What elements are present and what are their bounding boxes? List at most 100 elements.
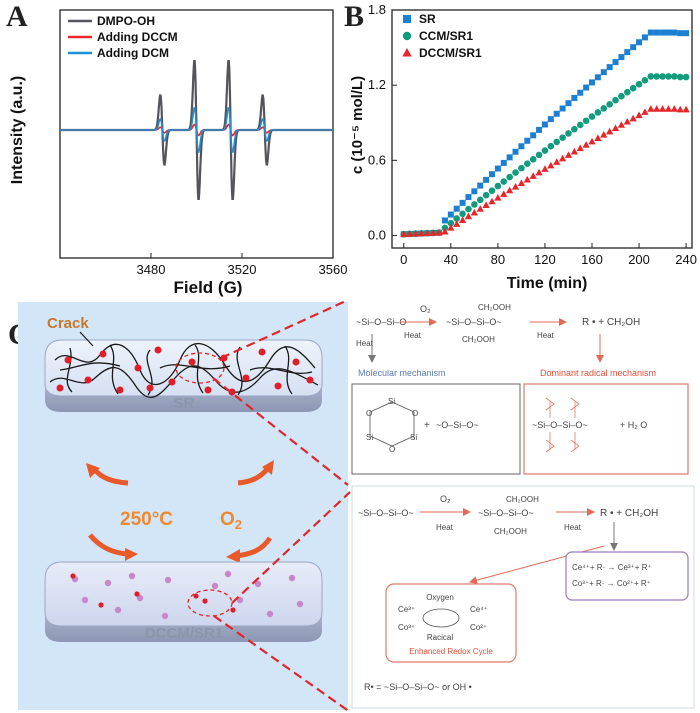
chart-b-xtick-label: 200 xyxy=(628,252,650,267)
chart-b-point-0 xyxy=(618,54,625,61)
eq1: Ce⁴⁺+ R· → Ce³⁺+ R⁺ xyxy=(572,563,652,572)
chart-b-point-2 xyxy=(406,230,414,237)
chart-b-point-1 xyxy=(606,100,613,108)
chart-b-point-0 xyxy=(524,137,531,144)
bottom-mechanism: ~Si–O–Si–O~ O₂ Heat ~Si–O–Si–O~ CH₂OOH C… xyxy=(351,485,695,709)
top-heat2: Heat xyxy=(537,331,555,340)
dccm-label: DCCM/SR1 xyxy=(145,625,223,642)
chart-b-point-1 xyxy=(600,105,608,112)
molecular-plus: + xyxy=(424,420,430,431)
top-radical: R • + CH₂OH xyxy=(582,317,640,328)
chart-a-series-2 xyxy=(60,106,333,154)
chart-b-point-0 xyxy=(500,159,507,166)
chart-b-point-2 xyxy=(447,224,455,231)
chart-b-ytick-label: 1.2 xyxy=(368,77,386,92)
chart-a-legend-label: DMPO-OH xyxy=(97,14,155,28)
chart-b-point-2 xyxy=(517,179,526,187)
chart-b-point-2 xyxy=(511,183,520,190)
chart-b-point-1 xyxy=(471,201,478,208)
chart-b-point-0 xyxy=(483,176,490,183)
ring-o2: O xyxy=(366,409,372,418)
chart-b-point-2 xyxy=(576,144,584,152)
chart-b-point-1 xyxy=(482,191,490,199)
chart-b-point-2 xyxy=(500,190,508,197)
cycle-oxygen: Oxygen xyxy=(426,593,454,602)
chart-b-point-1 xyxy=(682,73,690,81)
bottom-radical: R • + CH₂OH xyxy=(600,508,658,519)
chart-b-point-1 xyxy=(641,76,649,84)
chart-b-point-2 xyxy=(617,121,626,128)
panel-b-label: B xyxy=(344,0,365,33)
chart-b-point-0 xyxy=(636,39,643,46)
bottom-o2: O₂ xyxy=(440,494,451,504)
chart-b-point-2 xyxy=(482,201,490,209)
chart-b-point-0 xyxy=(653,29,660,36)
chart-b-point-2 xyxy=(647,105,655,112)
bottom-chain1: ~Si–O–Si–O~ xyxy=(358,508,414,518)
chart-b-point-1 xyxy=(582,117,590,125)
chart-b-point-2 xyxy=(570,147,578,155)
chart-b-point-2 xyxy=(664,105,673,112)
chart-b-point-0 xyxy=(671,29,678,36)
chart-b-point-1 xyxy=(535,151,543,159)
chart-b-point-2 xyxy=(558,154,567,162)
chart-b-point-0 xyxy=(489,171,495,178)
bottom-cooh-top: CH₂OOH xyxy=(506,495,539,504)
chart-b-point-0 xyxy=(541,121,548,128)
chart-b-point-0 xyxy=(677,30,684,37)
chart-a-xtick-label: 3480 xyxy=(137,262,166,277)
chart-b-point-2 xyxy=(594,134,602,141)
chart-b-point-2 xyxy=(623,117,631,125)
chart-b-frame xyxy=(391,9,693,249)
r-definition: R• = ~Si–O–Si–O~ or OH • xyxy=(364,682,472,692)
chart-b-point-2 xyxy=(588,137,596,145)
chart-b-point-2 xyxy=(429,229,437,236)
chart-b-point-1 xyxy=(518,164,525,172)
chart-b-point-0 xyxy=(494,165,501,172)
chart-b-point-2 xyxy=(464,212,473,220)
ring-o3: O xyxy=(389,445,395,454)
bottom-chain2: ~Si–O–Si–O~ xyxy=(478,508,534,518)
chart-b-point-0 xyxy=(571,94,578,101)
chart-b-ytick-label: 0.6 xyxy=(368,152,386,167)
molecular-chain: ~O–Si–O~ xyxy=(436,420,479,430)
chart-b-point-1 xyxy=(453,215,461,222)
chart-b-point-1 xyxy=(647,73,655,80)
chart-b-legend-swatch xyxy=(402,48,412,57)
chart-b-point-2 xyxy=(611,124,620,132)
chart-b-point-0 xyxy=(512,148,519,155)
chart-b-point-0 xyxy=(518,143,525,150)
chart-b-point-0 xyxy=(459,199,466,206)
chart-b-point-1 xyxy=(447,219,455,227)
chart-b-point-0 xyxy=(471,188,478,195)
chart-b-point-0 xyxy=(665,29,672,36)
chart-b-point-1 xyxy=(635,80,643,88)
chart-b-point-0 xyxy=(530,132,537,139)
chart-b-xtick-label: 120 xyxy=(534,252,556,267)
chart-b-point-2 xyxy=(411,229,420,237)
cycle-ce3: Ce³⁺ xyxy=(398,605,415,614)
chart-b-point-0 xyxy=(565,100,572,107)
top-chain2: ~Si–O–Si–O~ xyxy=(446,317,502,327)
chart-b-point-2 xyxy=(553,158,561,165)
chart-b-point-1 xyxy=(506,173,513,181)
chart-b-point-2 xyxy=(653,105,661,112)
chart-b-point-2 xyxy=(670,105,678,112)
chart-b-xtick-label: 40 xyxy=(444,252,458,267)
chart-b-point-0 xyxy=(641,34,648,41)
ring-si1: Si xyxy=(388,397,395,406)
chart-b-point-0 xyxy=(559,105,566,112)
cycle-title: Enhanced Redox Cycle xyxy=(409,647,493,656)
chart-b-point-1 xyxy=(476,196,484,204)
cycle-co2: Co²⁺ xyxy=(470,623,487,632)
chart-b-point-0 xyxy=(647,29,654,36)
chart-b-point-1 xyxy=(565,130,572,137)
chart-b-point-2 xyxy=(453,220,461,227)
chart-b-legend: SR CCM/SR1 DCCM/SR1 xyxy=(402,12,482,60)
chart-b-legend-label: CCM/SR1 xyxy=(419,29,473,43)
bottom-heat1: Heat xyxy=(436,523,454,532)
equations-box xyxy=(565,551,689,601)
chart-b-point-1 xyxy=(529,155,537,163)
chart-a-legend-label: Adding DCCM xyxy=(97,30,178,44)
chart-a-xlabel: Field (G) xyxy=(174,278,243,297)
